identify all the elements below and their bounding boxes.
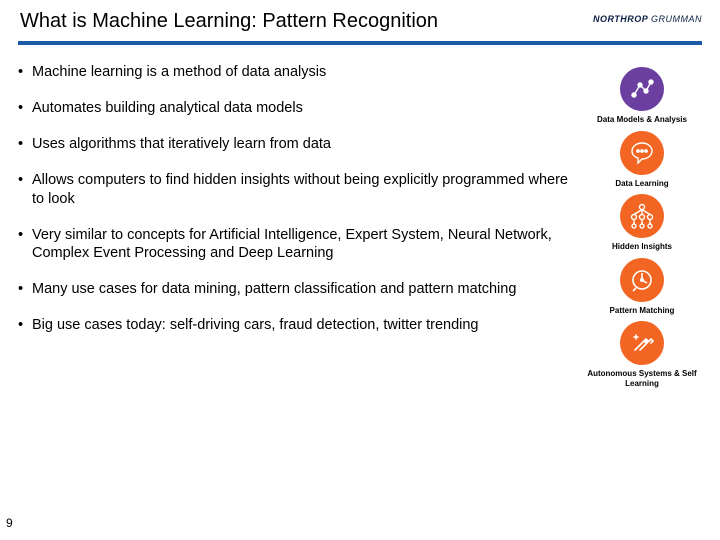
bullet-item: Automates building analytical data model… [18,99,576,117]
company-logo: NORTHROP GRUMMAN [593,14,702,24]
bullet-item: Very similar to concepts for Artificial … [18,226,576,262]
logo-thin: GRUMMAN [651,14,702,24]
icon-label: Data Models & Analysis [597,115,687,125]
icon-label: Hidden Insights [612,242,672,252]
page-number: 9 [6,516,13,530]
bullet-item: Machine learning is a method of data ana… [18,63,576,81]
data-models-icon [620,67,664,111]
bullet-item: Big use cases today: self-driving cars, … [18,316,576,334]
hidden-insights-icon [620,194,664,238]
icon-label: Pattern Matching [610,306,675,316]
icon-block-data-models: Data Models & Analysis [597,67,687,125]
icon-block-autonomous: Autonomous Systems & Self Learning [587,321,697,388]
bullet-item: Allows computers to find hidden insights… [18,171,576,207]
bullet-list: Machine learning is a method of data ana… [18,63,582,389]
logo-bold: NORTHROP [593,14,648,24]
icon-sidebar: Data Models & Analysis Data Learning [582,63,702,389]
pattern-matching-icon [620,258,664,302]
data-learning-icon [620,131,664,175]
icon-label: Autonomous Systems & Self Learning [587,369,697,388]
icon-block-hidden-insights: Hidden Insights [612,194,672,252]
icon-label: Data Learning [615,179,668,189]
slide-content: Machine learning is a method of data ana… [0,45,720,389]
icon-block-pattern-matching: Pattern Matching [610,258,675,316]
bullet-item: Many use cases for data mining, pattern … [18,280,576,298]
icon-block-data-learning: Data Learning [615,131,668,189]
bullet-item: Uses algorithms that iteratively learn f… [18,135,576,153]
autonomous-systems-icon [620,321,664,365]
slide-header: What is Machine Learning: Pattern Recogn… [0,0,720,33]
